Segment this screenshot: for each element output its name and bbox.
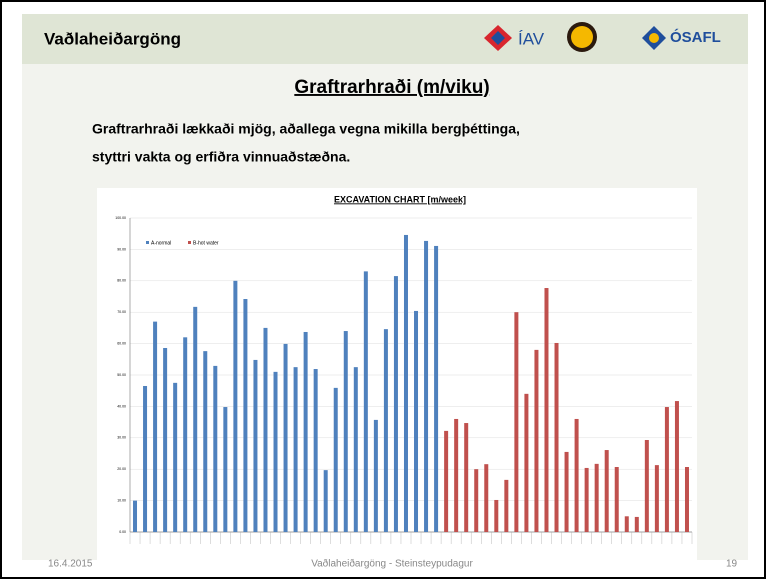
- bar: [564, 451, 569, 532]
- bar: [173, 382, 178, 532]
- legend-swatch: [146, 241, 149, 244]
- bar: [434, 245, 439, 533]
- bar: [183, 337, 188, 532]
- bar: [674, 401, 679, 532]
- bar: [343, 331, 348, 532]
- bar: [544, 288, 549, 532]
- y-tick-label: 20.00: [117, 467, 126, 471]
- logo-icon: [491, 31, 505, 45]
- bar: [604, 450, 609, 532]
- bar: [233, 280, 238, 532]
- bar: [474, 469, 479, 532]
- y-tick-label: 10.00: [117, 499, 126, 503]
- bar: [213, 365, 218, 532]
- bar: [333, 387, 338, 532]
- page-number: 19: [726, 559, 738, 570]
- bar: [614, 467, 619, 532]
- bar: [133, 500, 138, 532]
- bar: [283, 343, 288, 532]
- y-tick-label: 40.00: [117, 404, 126, 408]
- bar: [414, 310, 419, 532]
- body-text: Graftrarhraði lækkaði mjög, aðallega veg…: [92, 121, 520, 137]
- bar: [444, 430, 449, 532]
- bar: [263, 327, 268, 532]
- bar: [383, 329, 388, 532]
- bar: [524, 393, 529, 532]
- bar: [193, 306, 198, 532]
- bar: [253, 359, 258, 532]
- y-tick-label: 0.00: [119, 530, 126, 534]
- y-tick-label: 100.00: [115, 216, 126, 220]
- header-title: Vaðlaheiðargöng: [44, 29, 181, 48]
- bar: [323, 470, 328, 532]
- bar: [504, 479, 509, 532]
- bar: [554, 342, 559, 532]
- bar: [644, 439, 649, 532]
- bar: [484, 464, 489, 532]
- legend-label: A-normal: [151, 240, 171, 246]
- bar: [273, 371, 278, 532]
- logo-text: ÍAV: [518, 29, 545, 48]
- bar: [163, 347, 168, 532]
- slide-title: Graftrarhraði (m/viku): [294, 77, 489, 98]
- bar: [584, 467, 589, 532]
- bar: [403, 234, 408, 532]
- bar: [664, 407, 669, 532]
- y-tick-label: 80.00: [117, 279, 126, 283]
- logo-text: ÓSAFL: [670, 28, 721, 46]
- bar: [624, 516, 629, 532]
- bar: [223, 407, 228, 532]
- legend-swatch: [188, 241, 191, 244]
- footer-text: Vaðlaheiðargöng - Steinsteypudagur: [311, 558, 473, 570]
- bar: [454, 418, 459, 532]
- bar: [494, 499, 499, 532]
- body-text: styttri vakta og erfiðra vinnuaðstæðna.: [92, 149, 350, 165]
- y-tick-label: 90.00: [117, 247, 126, 251]
- logo-icon: [649, 33, 659, 43]
- bar: [303, 331, 308, 532]
- bar: [424, 240, 429, 532]
- bar: [574, 418, 579, 532]
- bar: [293, 367, 298, 532]
- y-tick-label: 50.00: [117, 373, 126, 377]
- logo-icon: [571, 26, 593, 48]
- bar: [514, 312, 519, 532]
- bar: [363, 271, 368, 532]
- bar: [684, 467, 689, 532]
- footer-date: 16.4.2015: [48, 559, 93, 570]
- bar: [464, 423, 469, 532]
- legend-label: B-hot water: [193, 240, 219, 246]
- bar: [654, 465, 659, 532]
- bar: [373, 419, 378, 532]
- bar: [634, 516, 639, 532]
- y-tick-label: 70.00: [117, 310, 126, 314]
- chart-title: EXCAVATION CHART [m/week]: [334, 194, 466, 204]
- bar: [203, 351, 208, 532]
- bar: [353, 367, 358, 532]
- bar: [534, 349, 539, 532]
- y-tick-label: 30.00: [117, 436, 126, 440]
- header-bar: [22, 14, 748, 64]
- y-tick-label: 60.00: [117, 342, 126, 346]
- bar: [313, 369, 318, 532]
- bar: [153, 321, 158, 532]
- bar: [594, 463, 599, 532]
- bar: [393, 276, 398, 532]
- bar: [243, 299, 248, 532]
- bar: [143, 385, 148, 532]
